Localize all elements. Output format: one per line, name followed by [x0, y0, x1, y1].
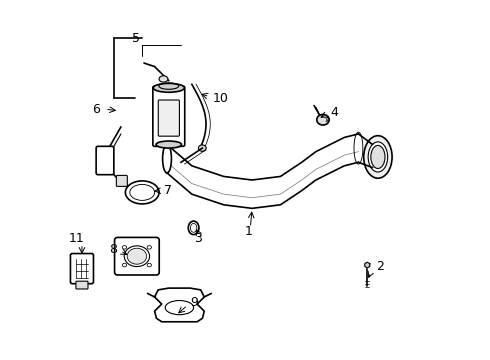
Ellipse shape	[198, 145, 206, 151]
FancyBboxPatch shape	[153, 86, 185, 146]
Text: 11: 11	[69, 232, 84, 245]
Text: 6: 6	[93, 103, 100, 116]
Text: 5: 5	[132, 32, 141, 45]
Text: 7: 7	[164, 184, 172, 197]
Text: 2: 2	[376, 260, 384, 273]
FancyBboxPatch shape	[76, 281, 88, 289]
Ellipse shape	[153, 84, 184, 92]
FancyBboxPatch shape	[71, 253, 94, 284]
Text: 4: 4	[330, 106, 338, 119]
Polygon shape	[365, 262, 370, 268]
Text: 3: 3	[194, 232, 202, 245]
FancyBboxPatch shape	[158, 100, 179, 136]
FancyBboxPatch shape	[115, 238, 159, 275]
Text: 10: 10	[212, 92, 228, 105]
Ellipse shape	[159, 76, 168, 82]
Ellipse shape	[163, 145, 172, 173]
Ellipse shape	[317, 114, 329, 125]
FancyBboxPatch shape	[96, 146, 114, 175]
Ellipse shape	[127, 248, 147, 264]
Polygon shape	[155, 288, 204, 322]
Text: 1: 1	[245, 225, 252, 238]
FancyBboxPatch shape	[116, 175, 127, 186]
Ellipse shape	[156, 141, 182, 148]
Ellipse shape	[368, 142, 388, 172]
Text: 8: 8	[109, 243, 117, 256]
Ellipse shape	[371, 145, 385, 168]
Text: 9: 9	[190, 296, 198, 309]
Ellipse shape	[364, 136, 392, 178]
